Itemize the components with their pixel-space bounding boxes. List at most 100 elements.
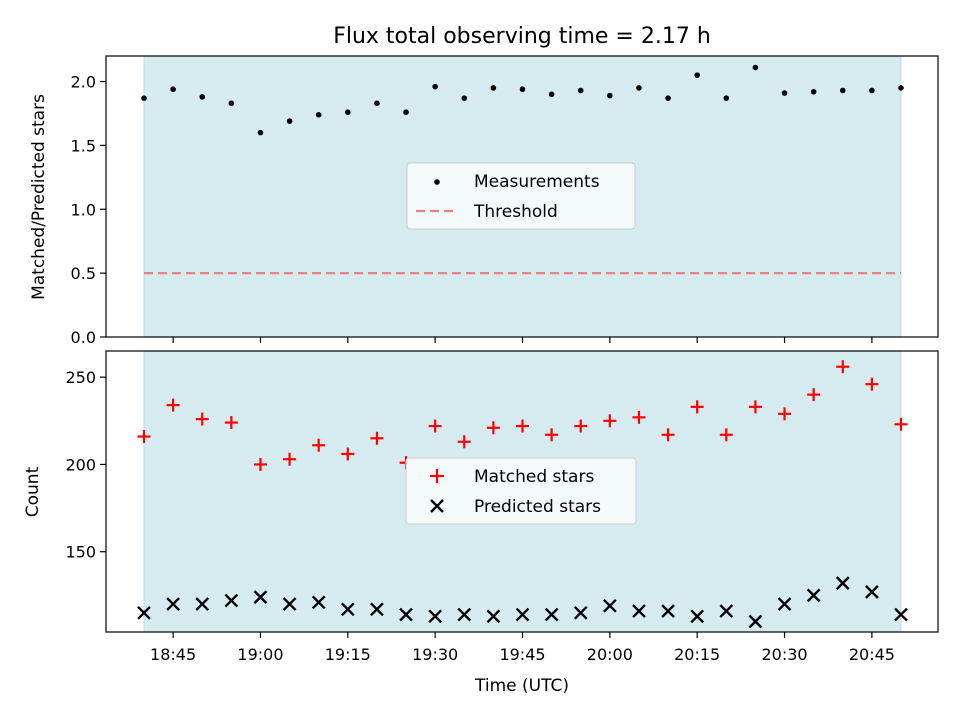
measurement-point — [286, 118, 293, 124]
measurement-point — [839, 87, 846, 94]
matched-star-point — [312, 438, 326, 452]
measurement-point — [315, 111, 322, 118]
legend-predicted-marker — [430, 499, 444, 513]
top-legend: Measurements Threshold — [406, 162, 636, 230]
measurement-point — [898, 85, 904, 91]
predicted-star-point — [835, 576, 850, 590]
top-x-ticks — [172, 337, 873, 343]
top-y-tick-label: 0.5 — [71, 264, 96, 283]
x-tick-label: 20:00 — [587, 645, 633, 664]
matched-star-point — [574, 419, 588, 433]
measurement-point — [723, 95, 730, 101]
predicted-star-point — [311, 595, 326, 610]
matched-star-point — [778, 407, 792, 421]
top-panel: 0.00.51.01.52.0 Matched/Predicted stars … — [29, 55, 939, 347]
matched-star-point — [719, 428, 733, 442]
legend-matched-label: Matched stars — [474, 467, 594, 487]
matched-star-point — [283, 452, 297, 466]
x-tick-label: 20:30 — [761, 645, 807, 664]
predicted-star-point — [370, 602, 384, 617]
top-frame — [105, 55, 939, 338]
legend-matched-marker — [430, 469, 444, 483]
predicted-star-point — [865, 585, 879, 599]
predicted-star-point — [806, 588, 821, 603]
measurement-point — [345, 109, 351, 115]
bottom-y-tick-label: 150 — [65, 543, 96, 562]
matched-star-point — [428, 419, 442, 433]
measurement-point — [257, 129, 264, 136]
x-axis-label: Time (UTC) — [474, 676, 569, 696]
predicted-star-point — [282, 597, 297, 611]
predicted-star-point — [661, 604, 675, 618]
top-y-tick-label: 1.0 — [71, 200, 96, 219]
measurement-point — [199, 94, 206, 100]
measurements-points — [141, 64, 904, 136]
bottom-panel: 150 200 250 18:45 19:00 19:15 19:30 19:45 20:00… — [23, 350, 939, 696]
measurement-point — [548, 91, 555, 98]
matched-stars-points — [137, 360, 908, 471]
measurement-point — [170, 86, 176, 93]
matched-star-point — [457, 435, 471, 449]
matched-star-point — [865, 377, 879, 391]
matched-star-point — [253, 457, 267, 471]
matched-star-point — [195, 412, 209, 426]
predicted-star-point — [399, 607, 413, 622]
bottom-legend: Matched stars Predicted stars — [405, 457, 637, 525]
matched-star-point — [836, 360, 850, 374]
matched-star-point — [516, 419, 529, 433]
matched-star-point — [370, 431, 384, 445]
legend-threshold-label: Threshold — [473, 202, 558, 222]
predicted-star-point — [253, 590, 268, 604]
x-tick-label: 19:45 — [499, 645, 545, 664]
bottom-frame — [105, 350, 939, 633]
measurement-point — [752, 64, 759, 71]
predicted-star-point — [894, 607, 908, 622]
matched-star-point — [486, 421, 500, 435]
measurement-point — [694, 72, 700, 78]
matched-star-point — [894, 417, 908, 431]
measurement-point — [461, 95, 468, 101]
x-tick-label: 20:15 — [674, 645, 720, 664]
matched-star-point — [166, 398, 180, 412]
x-tick-label: 19:15 — [325, 645, 371, 664]
x-tick-label: 19:30 — [412, 645, 458, 664]
predicted-star-point — [632, 604, 646, 618]
predicted-star-point — [224, 593, 239, 608]
predicted-star-point — [690, 609, 705, 624]
x-tick-label: 20:45 — [849, 645, 895, 664]
bottom-ylabel: Count — [23, 466, 43, 517]
predicted-star-point — [777, 597, 792, 611]
bottom-x-ticks: 18:45 19:00 19:15 19:30 19:45 20:00 20:15 20:30… — [150, 632, 895, 664]
predicted-star-point — [573, 605, 588, 620]
matched-star-point — [137, 430, 151, 444]
measurement-point — [432, 83, 438, 90]
matched-star-point — [807, 388, 821, 402]
legend-predicted-label: Predicted stars — [474, 497, 601, 517]
predicted-stars-points — [137, 576, 908, 629]
matched-star-point — [545, 428, 559, 442]
predicted-star-point — [340, 602, 355, 617]
matched-star-point — [603, 414, 617, 428]
matched-star-point — [341, 447, 355, 461]
legend-measurements-marker — [434, 179, 440, 185]
matched-star-point — [224, 416, 238, 430]
top-y-tick-label: 0.0 — [71, 328, 96, 347]
measurement-point — [374, 100, 380, 107]
predicted-star-point — [195, 597, 210, 611]
measurement-point — [519, 86, 526, 93]
measurement-point — [228, 100, 235, 107]
measurement-point — [490, 85, 497, 91]
matched-star-point — [661, 428, 675, 442]
measurement-point — [636, 85, 642, 91]
predicted-star-point — [137, 605, 151, 620]
measurement-point — [141, 95, 147, 101]
bottom-y-tick-label: 200 — [65, 455, 96, 474]
predicted-star-point — [166, 597, 180, 611]
top-y-tick-label: 1.5 — [71, 136, 96, 155]
measurement-point — [781, 90, 788, 96]
predicted-star-point — [602, 598, 617, 613]
predicted-star-point — [457, 607, 472, 622]
bottom-y-tick-label: 250 — [65, 368, 96, 387]
measurement-point — [577, 87, 584, 94]
